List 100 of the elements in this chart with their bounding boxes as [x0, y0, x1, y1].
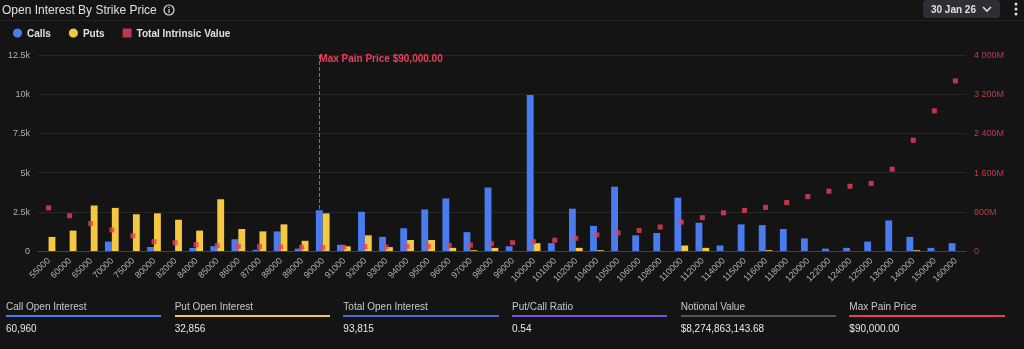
point [278, 244, 284, 250]
point [847, 183, 853, 189]
legend-label: Total Intrinsic Value [136, 27, 231, 39]
point [88, 221, 94, 227]
bar [681, 245, 689, 251]
point [573, 235, 579, 241]
text: Max Pain Price [849, 301, 918, 312]
y2-tick-label: 0 [974, 246, 980, 256]
y2-tick-label: 1 600M [974, 167, 1005, 178]
bar [449, 247, 457, 251]
text: Call Open Interest [6, 301, 88, 312]
text: Total Open Interest [343, 301, 429, 312]
bar [906, 236, 914, 251]
bar [779, 229, 787, 251]
bar [526, 94, 534, 251]
text: 60,960 [6, 323, 38, 334]
point [193, 242, 199, 248]
point [151, 239, 157, 245]
legend-label: Puts [82, 27, 106, 39]
text: Put/Call Ratio [512, 301, 575, 312]
point [341, 244, 347, 250]
bar [491, 247, 499, 251]
point [699, 215, 705, 221]
legend-label: Calls [27, 27, 52, 39]
bar [421, 209, 429, 251]
bar [611, 186, 618, 251]
bar [864, 241, 872, 251]
y-tick-label: 12.5k [7, 50, 31, 60]
point [742, 207, 748, 213]
bar [111, 207, 119, 251]
y-tick-label: 0 [24, 246, 30, 256]
bar [547, 243, 555, 251]
point [531, 239, 537, 245]
y2-tick-label: 3 200M [974, 89, 1005, 100]
text: Put Open Interest [174, 301, 255, 312]
y-tick-label: 2.5k [12, 206, 31, 217]
point [720, 210, 726, 216]
point [488, 241, 494, 247]
chart-title: Open Interest By Strike Price [2, 3, 157, 17]
bar [175, 219, 182, 251]
point [46, 205, 52, 211]
bar [737, 224, 745, 251]
bar [885, 220, 893, 251]
bar [90, 205, 98, 251]
text: 0.54 [512, 323, 533, 334]
text: $90,000.00 [849, 323, 901, 334]
y2-tick-label: 800M [974, 206, 997, 217]
point [931, 108, 937, 114]
point [952, 78, 958, 84]
bar [442, 198, 450, 251]
point [636, 227, 642, 233]
point [594, 232, 600, 238]
point [383, 244, 389, 250]
bar [505, 246, 513, 251]
point [130, 233, 136, 239]
point [172, 240, 178, 246]
bar [132, 214, 140, 251]
point [678, 219, 684, 225]
bar [322, 213, 330, 251]
y-tick-label: 7.5k [12, 128, 31, 139]
y2-tick-label: 4 000M [974, 50, 1005, 60]
point [67, 213, 73, 219]
text: 30 Jan 26 [930, 3, 976, 15]
bar [674, 197, 682, 251]
point [320, 245, 326, 251]
point [763, 204, 769, 210]
bar [575, 247, 583, 251]
point [109, 227, 115, 233]
point [362, 244, 368, 250]
point [805, 194, 811, 200]
y-tick-label: 5k [20, 167, 31, 178]
bar [800, 238, 808, 251]
point [404, 243, 410, 249]
y2-tick-label: 2 400M [974, 128, 1005, 139]
bar [632, 235, 640, 251]
point [615, 230, 621, 236]
text: $8,274,863,143.68 [680, 323, 766, 334]
text: Notional Value [680, 301, 746, 312]
bar [843, 247, 850, 251]
y-tick-label: 10k [15, 89, 31, 100]
point [425, 243, 431, 249]
bar [653, 232, 661, 251]
bar [400, 228, 408, 251]
point [256, 244, 262, 250]
bar [358, 211, 365, 251]
bar [758, 225, 766, 251]
point [868, 180, 874, 186]
bar [147, 247, 154, 251]
point [910, 137, 916, 143]
point [552, 237, 558, 243]
bar [217, 199, 225, 251]
bar [590, 225, 597, 251]
point [446, 242, 452, 248]
bar [568, 208, 576, 251]
bar [364, 235, 372, 251]
bar [238, 229, 246, 251]
point [467, 242, 473, 248]
bar [154, 213, 161, 251]
bar [702, 247, 710, 251]
point [657, 224, 663, 230]
